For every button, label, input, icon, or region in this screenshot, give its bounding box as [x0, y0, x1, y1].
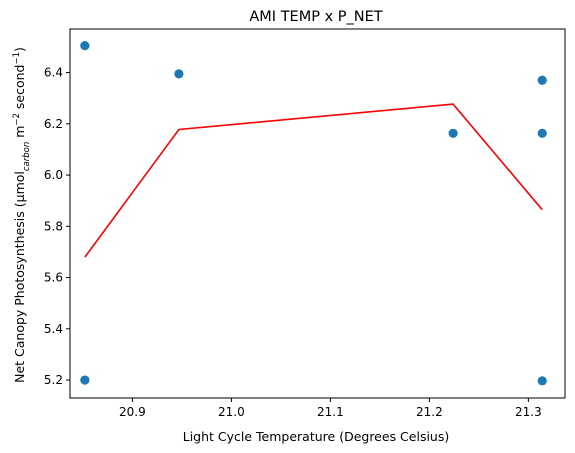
y-tick-label: 6.2	[44, 117, 63, 131]
axes-frame	[69, 28, 566, 399]
y-tick-label: 5.8	[44, 219, 63, 233]
y-axis-label-mid1: m	[12, 126, 27, 142]
chart-title: AMI TEMP x P_NET	[249, 9, 382, 25]
y-tick-label: 5.4	[44, 322, 63, 336]
y-axis-label: Net Canopy Photosynthesis (µmolcarbon m−…	[12, 47, 32, 383]
x-tick-label: 21.1	[317, 405, 344, 419]
y-axis-label-subscript: carbon	[22, 142, 32, 171]
data-point	[80, 375, 90, 385]
x-tick-label: 20.9	[119, 405, 146, 419]
trend-line	[84, 103, 543, 258]
y-axis-label-prefix: Net Canopy Photosynthesis (µmol	[12, 171, 27, 383]
data-point	[537, 376, 547, 386]
x-tick-label: 21.3	[515, 405, 542, 419]
data-point	[80, 41, 90, 51]
y-axis-label-superscript-1: −2	[12, 113, 22, 126]
y-axis-label-superscript-2: −1	[12, 52, 22, 65]
data-point	[174, 69, 184, 79]
y-tick-label: 5.6	[44, 271, 63, 285]
data-point	[448, 128, 458, 138]
data-point	[537, 75, 547, 85]
y-tick-label: 6.4	[44, 66, 63, 80]
data-point	[537, 128, 547, 138]
x-axis-label: Light Cycle Temperature (Degrees Celsius…	[183, 429, 450, 444]
y-tick-label: 5.2	[44, 373, 63, 387]
y-axis-label-suffix: )	[12, 47, 27, 52]
y-tick-label: 6.0	[44, 168, 63, 182]
plot-area: 20.9 21.0 21.1 21.2 21.3 5.2 5.4 5.6 5.8 6.0 6.2 6.…	[44, 28, 566, 419]
x-tick-label: 21.2	[416, 405, 443, 419]
x-tick-label: 21.0	[218, 405, 245, 419]
y-axis-label-mid2: second	[12, 65, 27, 114]
